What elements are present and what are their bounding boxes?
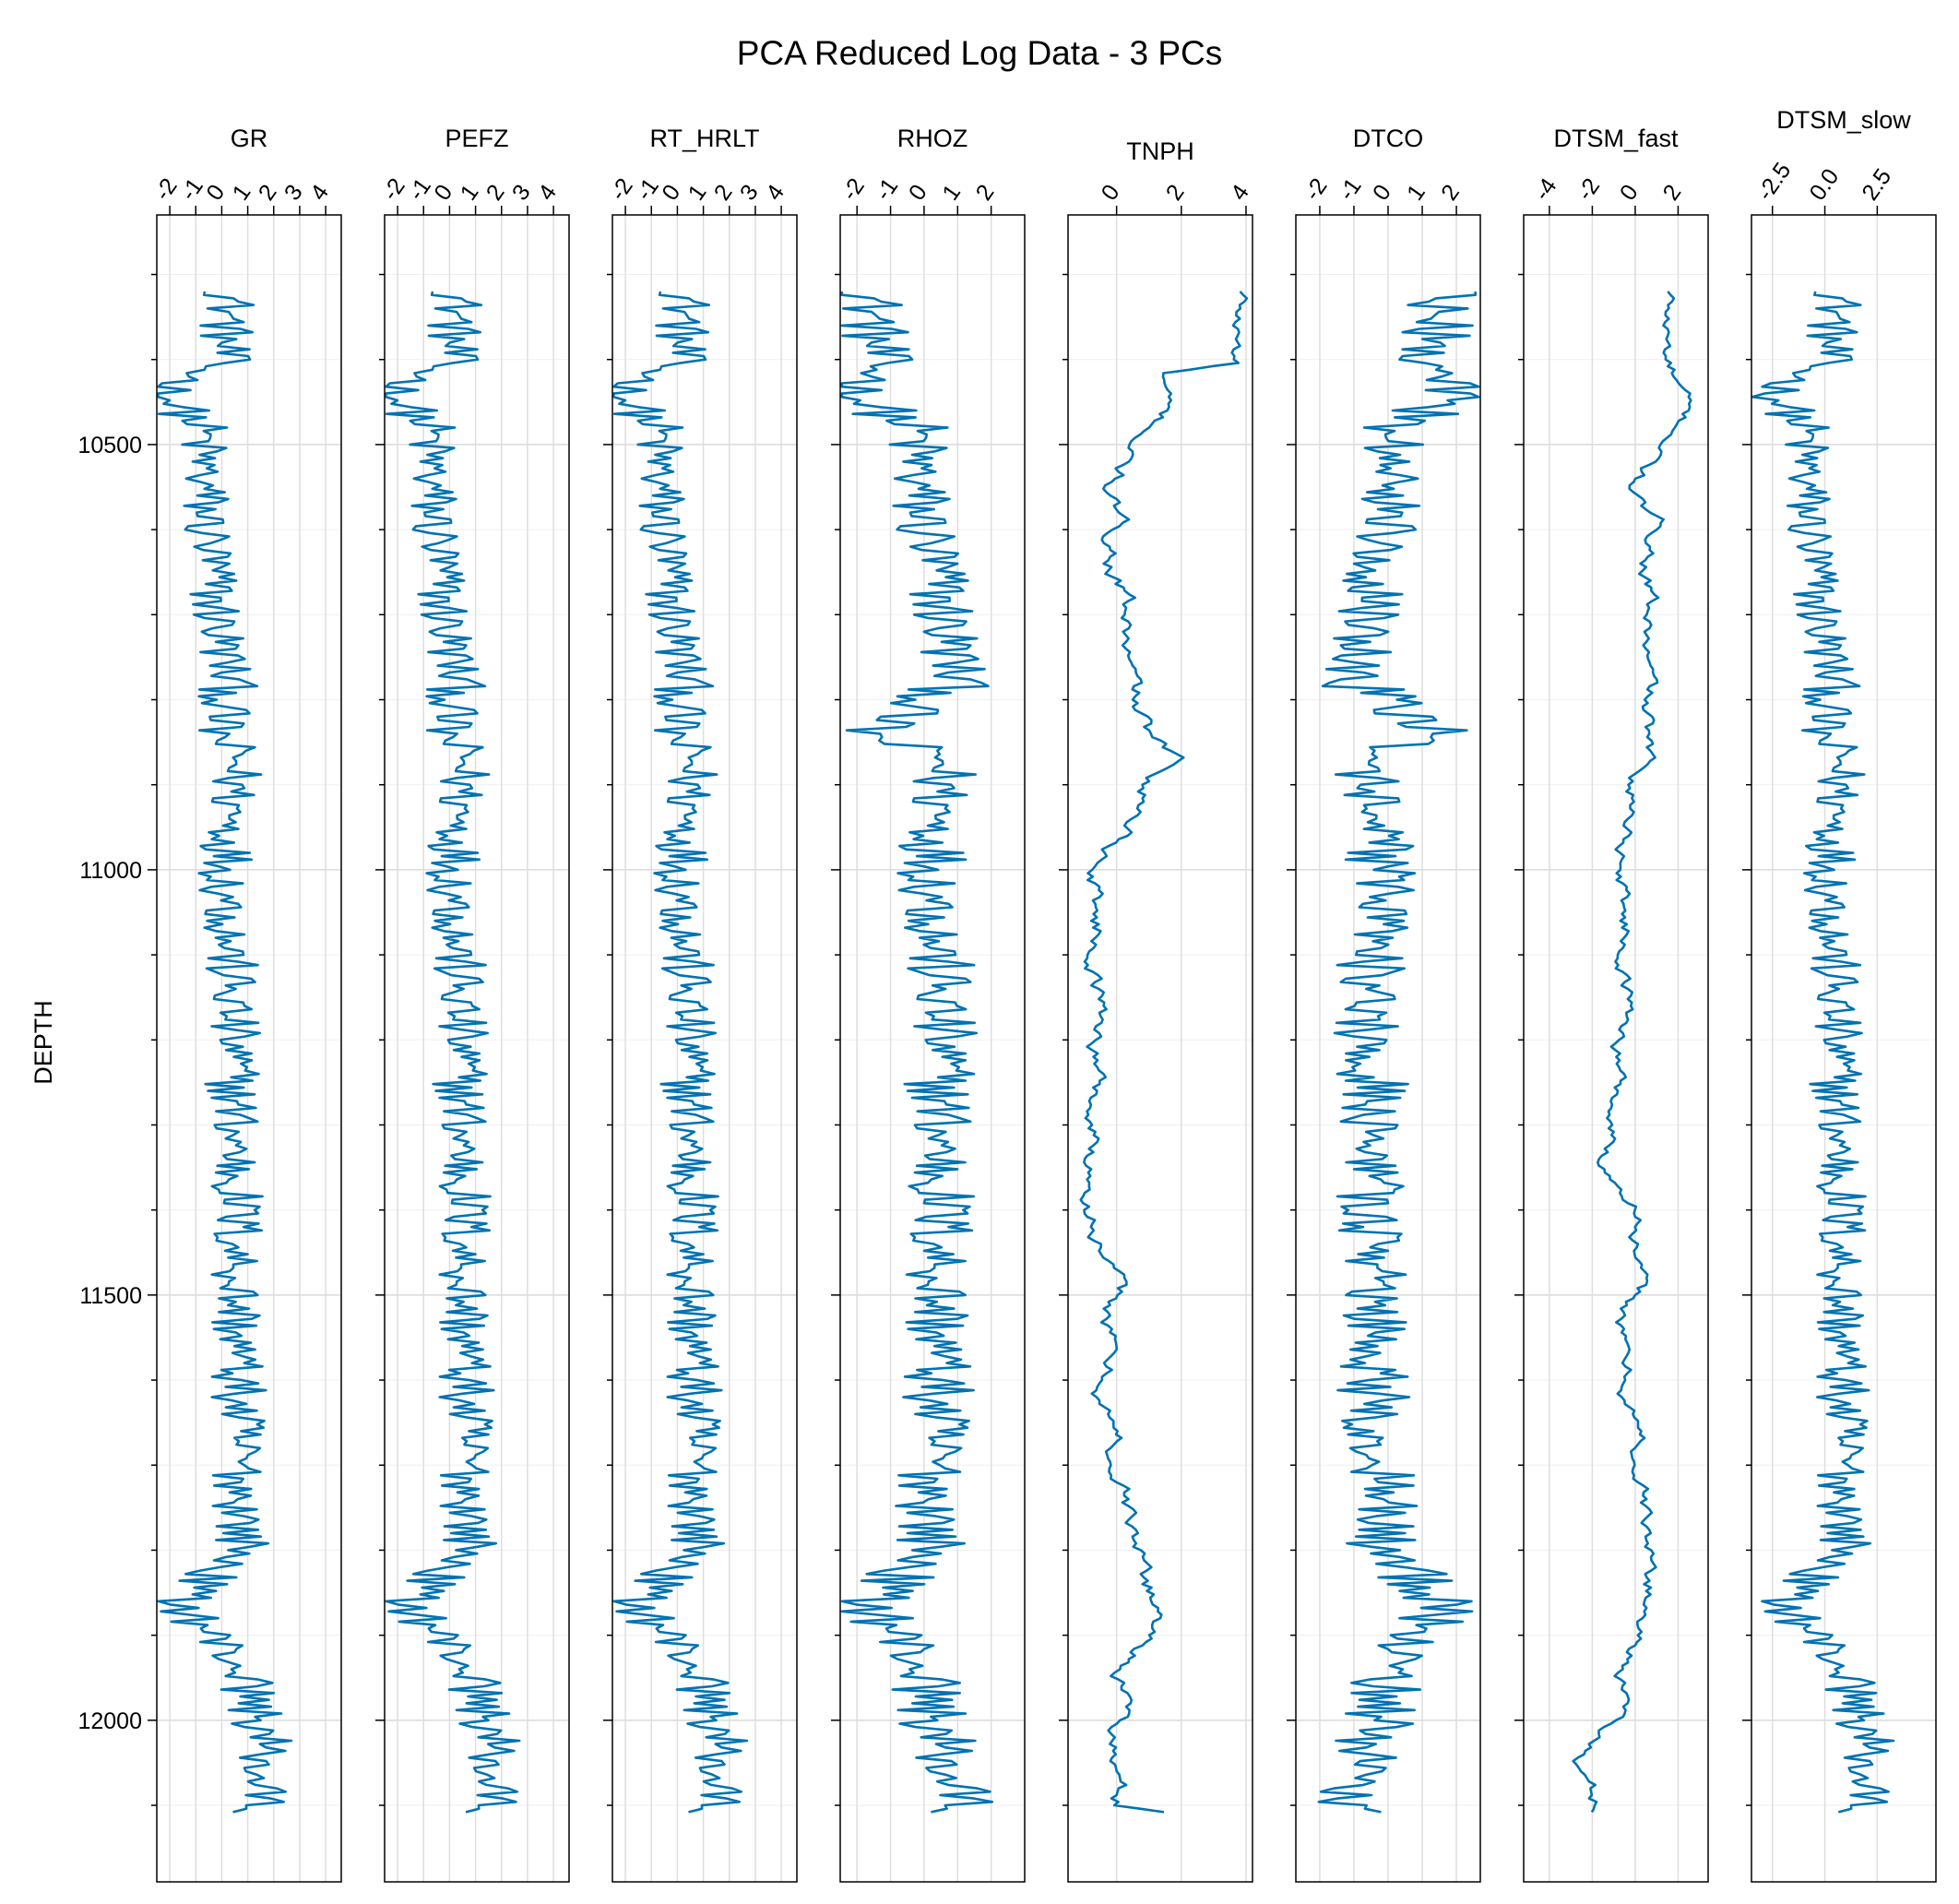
series-line xyxy=(840,292,994,1814)
track-frame xyxy=(384,214,570,1883)
y-tick-label: 11000 xyxy=(79,858,142,884)
track-title: DTSM_slow xyxy=(1776,106,1911,134)
series-line xyxy=(1572,291,1692,1814)
track-title: DTSM_fast xyxy=(1553,125,1679,152)
y-tick-label: 10500 xyxy=(77,433,142,458)
y-tick-label: 12000 xyxy=(77,1708,142,1734)
track-title: RHOZ xyxy=(897,125,968,152)
track-title: RT_HRLT xyxy=(649,125,759,152)
track-title: DTCO xyxy=(1353,125,1424,152)
track-frame xyxy=(1067,214,1253,1883)
y-tick-label: 11500 xyxy=(79,1283,142,1309)
y-axis-label: DEPTH xyxy=(30,1000,57,1085)
track-title: PEFZ xyxy=(445,125,508,152)
series-line xyxy=(1751,291,1895,1814)
track-title: GR xyxy=(231,125,268,152)
track-frame xyxy=(1523,214,1709,1883)
series-line xyxy=(385,291,521,1814)
series-line xyxy=(612,291,749,1814)
chart-title: PCA Reduced Log Data - 3 PCs xyxy=(737,34,1223,72)
series-line xyxy=(1317,291,1480,1814)
series-line xyxy=(1079,291,1249,1814)
series-line xyxy=(157,291,293,1814)
track-title: TNPH xyxy=(1126,137,1194,165)
track-frame xyxy=(1751,214,1937,1883)
track-frame xyxy=(839,214,1026,1883)
track-frame xyxy=(611,214,798,1883)
track-frame xyxy=(156,214,342,1883)
